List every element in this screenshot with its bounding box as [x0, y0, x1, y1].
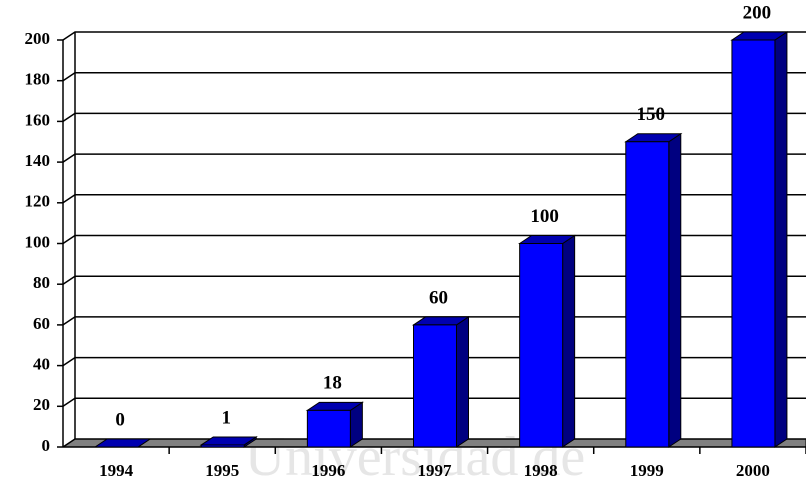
y-tick-label: 120 — [25, 192, 51, 211]
grid-line — [62, 234, 806, 245]
bar — [93, 438, 152, 448]
y-tick-label: 40 — [33, 355, 50, 374]
y-tick-label: 80 — [33, 273, 50, 292]
value-label: 60 — [429, 287, 448, 308]
x-tick-label: 1998 — [524, 461, 558, 480]
value-label: 200 — [743, 2, 772, 23]
grid-line — [62, 71, 806, 82]
x-tick-label: 1997 — [418, 461, 453, 480]
y-tick-label: 200 — [25, 29, 51, 48]
x-tick-label: 1995 — [205, 461, 239, 480]
grid-line — [62, 31, 806, 41]
bar — [411, 315, 471, 448]
bar-top — [93, 438, 152, 448]
bar — [730, 31, 789, 448]
bar — [305, 401, 365, 448]
grid-line — [62, 153, 806, 163]
value-label: 18 — [323, 373, 342, 394]
y-tick-label: 160 — [25, 110, 51, 129]
x-tick-label: 2000 — [736, 461, 770, 480]
x-tick-label: 1996 — [311, 461, 345, 480]
grid-line — [62, 194, 806, 204]
bar-front — [519, 243, 564, 448]
bar-front — [413, 324, 457, 448]
bar-side — [774, 31, 788, 448]
bar — [624, 132, 683, 448]
value-label: 150 — [637, 104, 666, 125]
bar — [517, 234, 577, 448]
bar-side — [668, 132, 682, 448]
x-tick-label: 1994 — [99, 461, 134, 480]
grid-line — [62, 275, 806, 285]
y-tick-label: 100 — [25, 232, 51, 251]
x-tick-label: 1999 — [630, 461, 664, 480]
y-tick-label: 60 — [33, 314, 50, 333]
y-tick-label: 20 — [33, 395, 50, 414]
grid-line — [62, 112, 806, 123]
value-label: 1 — [221, 407, 231, 428]
bar-front — [200, 444, 245, 448]
y-tick-label: 180 — [25, 70, 51, 89]
value-label: 100 — [530, 206, 559, 227]
bar-front — [731, 39, 776, 448]
bar-side — [562, 234, 576, 448]
y-tick-label: 140 — [25, 151, 51, 170]
bar-front — [306, 409, 351, 448]
value-label: 0 — [115, 409, 125, 430]
bar-side — [456, 315, 469, 448]
y-tick-label: 0 — [42, 436, 51, 455]
bar — [199, 436, 258, 448]
bar-front — [625, 141, 670, 448]
